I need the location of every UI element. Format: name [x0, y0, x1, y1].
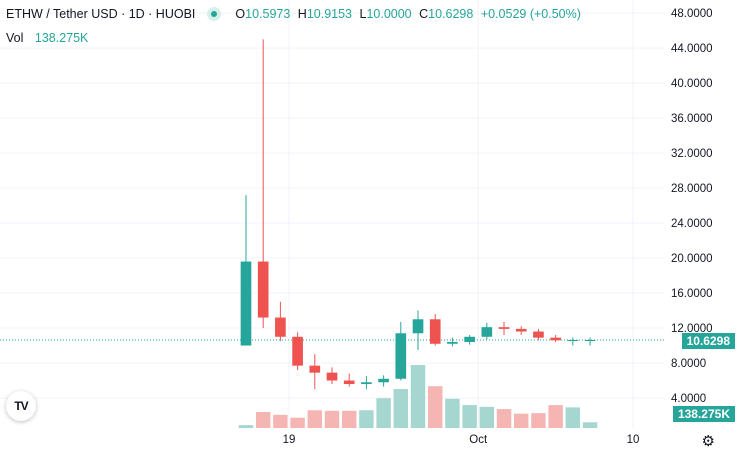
ohlc-values: O10.5973 H10.9153 L10.0000 C10.6298 +0.0…	[235, 7, 581, 21]
volume-bar	[565, 407, 581, 428]
y-tick-label: 44.0000	[671, 43, 713, 55]
volume-bar	[273, 414, 288, 428]
candle-body	[447, 342, 458, 344]
x-tick-label: Oct	[469, 434, 488, 446]
candle-body	[533, 331, 544, 338]
candle-body	[464, 336, 475, 343]
candle-body	[498, 327, 510, 329]
candle-body	[481, 327, 493, 337]
chart-legend: ETHW / Tether USD · 1D · HUOBI O10.5973 …	[6, 7, 585, 21]
volume-bar	[531, 413, 546, 428]
volume-bar	[427, 386, 443, 428]
last-price-tag: 10.6298	[681, 333, 735, 349]
volume-bar	[479, 406, 495, 428]
y-tick-label: 12.0000	[671, 323, 713, 335]
gear-icon[interactable]: ⚙	[701, 433, 715, 450]
x-tick-label: 19	[283, 434, 296, 446]
candle-body	[326, 372, 338, 381]
volume-bar	[548, 405, 563, 428]
candle-body	[309, 365, 321, 373]
candle-body	[361, 382, 372, 385]
candle-body	[584, 340, 596, 342]
market-status-icon	[207, 7, 222, 21]
candle-body	[550, 337, 561, 341]
y-tick-label: 16.0000	[671, 288, 713, 300]
change-value: +0.0529 (+0.50%)	[480, 7, 581, 21]
close-value: 10.6298	[428, 7, 474, 21]
volume-label: Vol	[6, 31, 24, 45]
volume-bar	[410, 365, 426, 428]
volume-value: 138.275K	[34, 31, 89, 45]
candle-body	[378, 378, 389, 383]
open-value: 10.5973	[245, 7, 291, 21]
volume-bar	[445, 398, 460, 428]
volume-bar	[324, 410, 340, 428]
y-tick-label: 8.0000	[671, 358, 706, 370]
volume-bar	[307, 410, 323, 428]
volume-bar	[496, 409, 512, 428]
candle-body	[343, 380, 355, 385]
x-tick-label: 10	[627, 434, 640, 446]
y-tick-label: 24.0000	[671, 218, 713, 230]
volume-bar	[376, 398, 391, 428]
high-value: 10.9153	[306, 7, 353, 21]
candle-body	[292, 336, 303, 366]
candle-body	[257, 261, 269, 318]
candle-body	[240, 261, 252, 346]
volume-bar	[255, 411, 271, 428]
volume-tag: 138.275K	[672, 406, 735, 422]
y-tick-label: 40.0000	[671, 78, 713, 90]
y-tick-label: 36.0000	[671, 113, 713, 125]
candle-body	[567, 340, 579, 342]
y-tick-label: 32.0000	[671, 148, 713, 160]
volume-bar	[238, 425, 254, 428]
volume-bar	[582, 422, 598, 428]
candle-body	[412, 319, 424, 334]
symbol-title[interactable]: ETHW / Tether USD · 1D · HUOBI	[6, 7, 196, 21]
y-tick-label: 28.0000	[671, 183, 713, 195]
volume-bar	[462, 405, 477, 428]
candle-body	[429, 319, 441, 344]
volume-bar	[359, 410, 374, 428]
volume-bar	[393, 389, 409, 428]
candle-body	[515, 328, 527, 332]
tradingview-logo[interactable]: TV	[6, 391, 36, 421]
volume-bar	[290, 417, 305, 428]
volume-bar	[341, 410, 357, 428]
volume-bar	[513, 413, 529, 428]
candle-body	[395, 333, 407, 379]
y-tick-label: 20.0000	[671, 253, 713, 265]
low-value: 10.0000	[366, 7, 412, 21]
y-tick-label: 4.0000	[671, 393, 706, 405]
candle-body	[275, 317, 286, 337]
volume-legend: Vol 138.275K	[6, 31, 88, 45]
y-tick-label: 48.0000	[671, 8, 713, 20]
